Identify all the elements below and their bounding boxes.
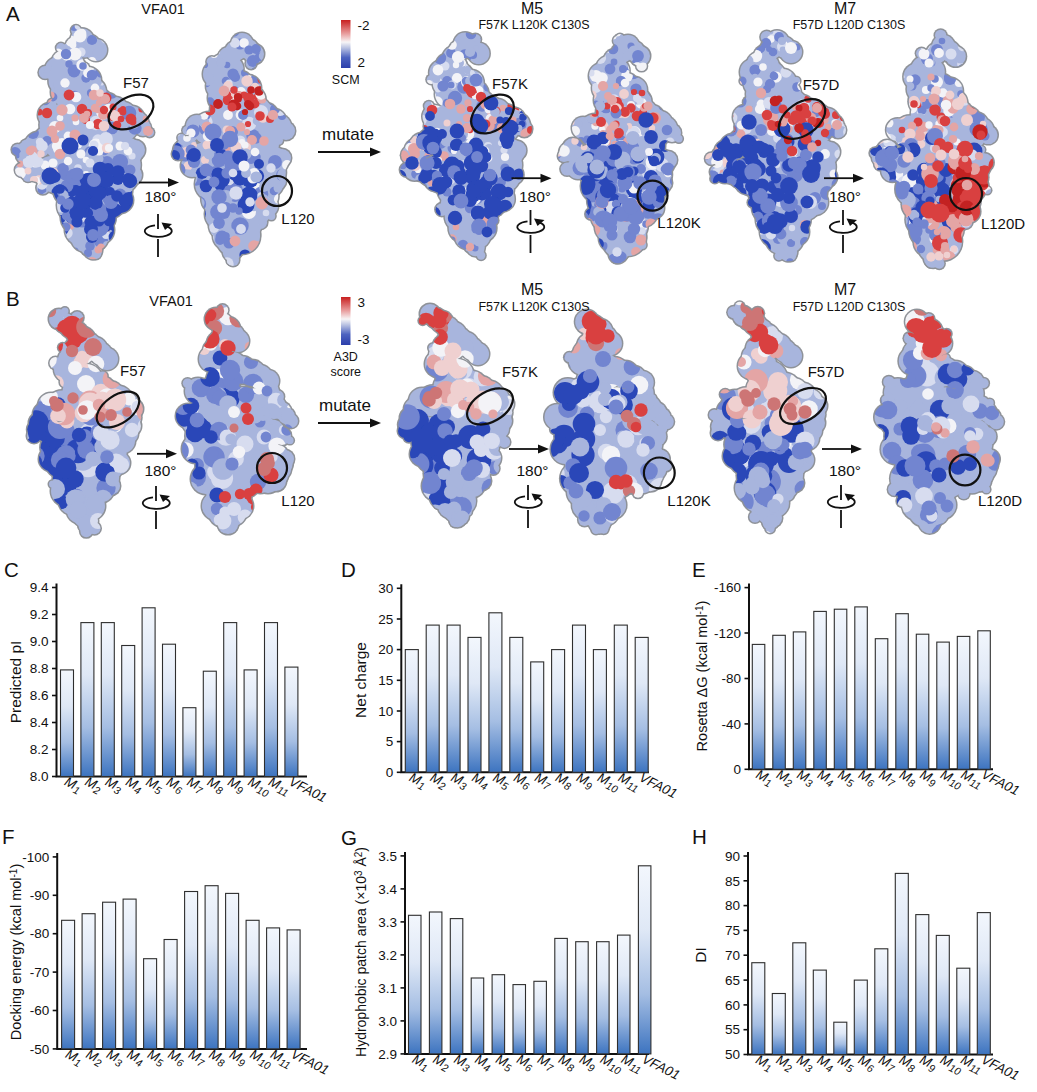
svg-text:-2: -2 — [358, 18, 370, 33]
svg-text:10: 10 — [378, 704, 393, 719]
svg-text:-80: -80 — [30, 926, 50, 941]
svg-text:mutate: mutate — [319, 396, 371, 415]
svg-text:3.3: 3.3 — [378, 915, 397, 930]
svg-text:8.0: 8.0 — [30, 769, 49, 784]
svg-text:180°: 180° — [144, 188, 176, 205]
svg-text:3.1: 3.1 — [378, 981, 397, 996]
svg-text:A: A — [6, 2, 20, 25]
svg-text:80: 80 — [725, 898, 740, 913]
svg-text:70: 70 — [725, 948, 740, 963]
svg-text:25: 25 — [378, 612, 393, 627]
svg-text:-160: -160 — [714, 580, 741, 595]
svg-text:F57K: F57K — [492, 75, 528, 92]
svg-text:F: F — [2, 825, 15, 848]
svg-text:2.9: 2.9 — [378, 1047, 397, 1062]
svg-text:H: H — [692, 825, 707, 848]
svg-text:8.2: 8.2 — [30, 742, 49, 757]
svg-text:L120K: L120K — [657, 214, 700, 231]
svg-text:F57D: F57D — [808, 363, 845, 380]
svg-text:Docking energy (kcal mol-1): Docking energy (kcal mol-1) — [8, 864, 24, 1041]
svg-text:50: 50 — [725, 1047, 740, 1062]
svg-text:-80: -80 — [721, 671, 741, 686]
svg-text:3.5: 3.5 — [378, 849, 397, 864]
svg-text:180°: 180° — [829, 188, 861, 205]
svg-text:F57D: F57D — [803, 76, 840, 93]
svg-text:55: 55 — [725, 1022, 740, 1037]
svg-text:F57D L120D C130S: F57D L120D C130S — [793, 18, 906, 32]
svg-text:L120D: L120D — [981, 215, 1025, 232]
svg-text:0: 0 — [733, 762, 741, 777]
svg-text:3.4: 3.4 — [378, 882, 397, 897]
svg-text:0: 0 — [386, 765, 394, 780]
svg-text:A3D: A3D — [334, 350, 358, 364]
svg-text:20: 20 — [378, 642, 393, 657]
svg-text:65: 65 — [725, 973, 740, 988]
svg-text:VFA01: VFA01 — [141, 1, 185, 17]
svg-text:180°: 180° — [829, 462, 861, 479]
svg-text:F57D L120D C130S: F57D L120D C130S — [793, 300, 906, 314]
svg-text:180°: 180° — [144, 462, 176, 479]
svg-text:M7: M7 — [834, 0, 856, 17]
svg-text:L120: L120 — [281, 492, 314, 509]
svg-text:F57: F57 — [120, 362, 146, 379]
svg-text:mutate: mutate — [322, 125, 374, 144]
svg-text:F57K L120K C130S: F57K L120K C130S — [478, 18, 589, 32]
svg-text:F57K: F57K — [502, 363, 538, 380]
svg-text:-50: -50 — [30, 1042, 50, 1057]
svg-text:3.0: 3.0 — [378, 1014, 397, 1029]
svg-text:D: D — [341, 558, 356, 581]
svg-text:SCM: SCM — [332, 73, 360, 87]
svg-text:B: B — [6, 287, 20, 310]
svg-text:L120: L120 — [281, 210, 314, 227]
svg-text:L120D: L120D — [978, 492, 1022, 509]
svg-text:F57K L120K C130S: F57K L120K C130S — [478, 300, 589, 314]
svg-text:85: 85 — [725, 874, 740, 889]
svg-text:Net charge: Net charge — [352, 642, 369, 718]
svg-text:VFA01: VFA01 — [149, 293, 193, 309]
svg-text:5: 5 — [386, 734, 394, 749]
svg-text:180°: 180° — [516, 462, 548, 479]
svg-text:-70: -70 — [30, 965, 50, 980]
svg-text:C: C — [4, 558, 19, 581]
svg-text:G: G — [341, 826, 357, 849]
svg-text:3: 3 — [358, 295, 366, 310]
svg-text:90: 90 — [725, 849, 740, 864]
svg-text:3.2: 3.2 — [378, 948, 397, 963]
svg-text:9.0: 9.0 — [30, 634, 49, 649]
svg-text:9.2: 9.2 — [30, 607, 49, 622]
svg-text:180°: 180° — [519, 188, 551, 205]
svg-text:2: 2 — [358, 55, 366, 70]
svg-text:-40: -40 — [721, 717, 741, 732]
svg-text:score: score — [330, 365, 361, 379]
svg-text:M5: M5 — [521, 0, 543, 17]
svg-text:8.4: 8.4 — [30, 715, 49, 730]
svg-text:8.8: 8.8 — [30, 661, 49, 676]
svg-text:75: 75 — [725, 923, 740, 938]
svg-text:-60: -60 — [30, 1003, 50, 1018]
svg-text:M5: M5 — [521, 281, 543, 298]
svg-text:-100: -100 — [22, 850, 49, 865]
svg-text:60: 60 — [725, 998, 740, 1013]
svg-text:DI: DI — [692, 947, 709, 963]
svg-text:15: 15 — [378, 673, 393, 688]
svg-text:Hydrophobic patch area (×103 Å: Hydrophobic patch area (×103 Å2) — [353, 847, 369, 1057]
svg-text:8.6: 8.6 — [30, 688, 49, 703]
svg-text:9.4: 9.4 — [30, 580, 49, 595]
svg-text:E: E — [692, 558, 706, 581]
svg-text:L120K: L120K — [667, 492, 710, 509]
svg-text:-120: -120 — [714, 626, 741, 641]
svg-text:Predicted pI: Predicted pI — [7, 641, 24, 724]
svg-text:-3: -3 — [358, 332, 370, 347]
svg-text:30: 30 — [378, 581, 393, 596]
svg-text:F57: F57 — [123, 74, 149, 91]
svg-text:M7: M7 — [834, 281, 856, 298]
svg-text:Rosetta ΔG (kcal mol-1): Rosetta ΔG (kcal mol-1) — [694, 601, 710, 752]
svg-text:-90: -90 — [30, 888, 50, 903]
